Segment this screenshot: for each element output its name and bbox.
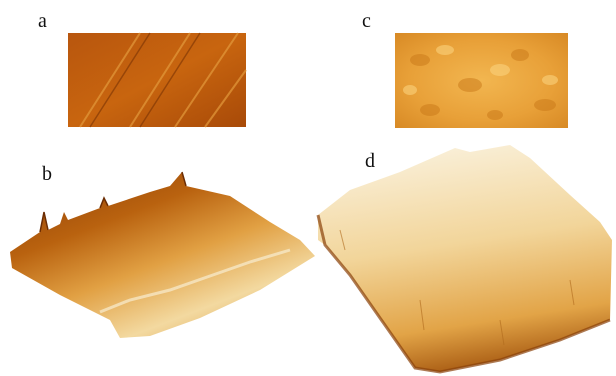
panel-label: d: [365, 150, 375, 172]
afm-image-a: [68, 33, 246, 127]
panel-label: a: [38, 10, 47, 32]
afm-surface-d: [318, 145, 612, 372]
panel-label: c: [362, 10, 371, 32]
afm-surface-b: [10, 172, 315, 338]
panel-label: b: [42, 163, 52, 185]
figure: a c b d: [0, 0, 616, 376]
afm-image-c: [395, 33, 568, 128]
